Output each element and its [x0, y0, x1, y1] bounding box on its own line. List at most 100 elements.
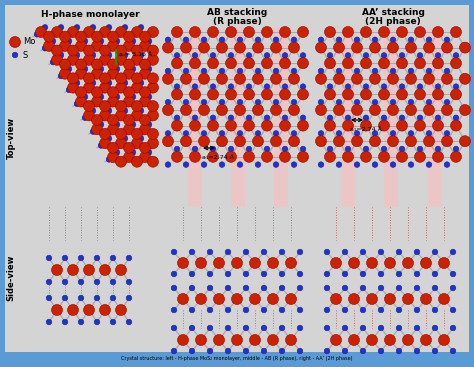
- Circle shape: [98, 46, 104, 51]
- Circle shape: [225, 325, 231, 331]
- Circle shape: [237, 68, 243, 74]
- Circle shape: [414, 151, 426, 162]
- Circle shape: [279, 249, 285, 255]
- Circle shape: [138, 143, 144, 148]
- Circle shape: [106, 87, 112, 93]
- Circle shape: [423, 73, 435, 84]
- Circle shape: [147, 54, 158, 65]
- Circle shape: [372, 162, 378, 167]
- Circle shape: [82, 94, 88, 100]
- Circle shape: [91, 31, 102, 42]
- Circle shape: [327, 52, 333, 58]
- Circle shape: [343, 58, 354, 69]
- Circle shape: [122, 129, 128, 134]
- Circle shape: [423, 136, 435, 147]
- Circle shape: [189, 348, 195, 354]
- Circle shape: [139, 68, 151, 79]
- Circle shape: [441, 42, 453, 53]
- Circle shape: [226, 89, 237, 100]
- Circle shape: [453, 52, 459, 58]
- Circle shape: [282, 115, 288, 121]
- Circle shape: [343, 120, 354, 131]
- Circle shape: [98, 39, 104, 44]
- Circle shape: [83, 73, 94, 84]
- Circle shape: [192, 84, 198, 90]
- Circle shape: [114, 39, 120, 44]
- Circle shape: [181, 136, 191, 147]
- Circle shape: [201, 99, 207, 105]
- Circle shape: [316, 105, 327, 116]
- Circle shape: [271, 73, 282, 84]
- Circle shape: [342, 285, 348, 291]
- Circle shape: [300, 52, 306, 58]
- Circle shape: [146, 94, 152, 100]
- Circle shape: [453, 84, 459, 90]
- Circle shape: [226, 120, 237, 131]
- Circle shape: [139, 87, 151, 98]
- Circle shape: [354, 68, 360, 74]
- Circle shape: [106, 115, 112, 120]
- Circle shape: [74, 46, 80, 51]
- Circle shape: [300, 146, 306, 152]
- Circle shape: [208, 26, 219, 37]
- Circle shape: [98, 87, 104, 93]
- Circle shape: [402, 334, 413, 345]
- Circle shape: [432, 307, 438, 313]
- Circle shape: [122, 25, 128, 30]
- Circle shape: [130, 73, 136, 79]
- Circle shape: [74, 80, 80, 86]
- Circle shape: [336, 99, 342, 105]
- Circle shape: [360, 348, 366, 354]
- Circle shape: [138, 46, 144, 51]
- Circle shape: [146, 66, 152, 72]
- Circle shape: [58, 73, 64, 79]
- Circle shape: [261, 285, 267, 291]
- Text: AA’ stacking: AA’ stacking: [362, 8, 424, 17]
- Circle shape: [325, 58, 336, 69]
- Circle shape: [34, 32, 40, 37]
- Circle shape: [44, 31, 55, 42]
- Circle shape: [90, 46, 96, 51]
- Circle shape: [450, 348, 456, 354]
- Circle shape: [423, 42, 435, 53]
- Circle shape: [450, 249, 456, 255]
- Circle shape: [327, 84, 333, 90]
- Circle shape: [360, 249, 366, 255]
- Circle shape: [124, 152, 135, 163]
- Circle shape: [131, 45, 143, 56]
- Circle shape: [98, 66, 104, 72]
- Circle shape: [426, 162, 432, 167]
- Circle shape: [147, 110, 158, 121]
- Circle shape: [244, 26, 255, 37]
- Circle shape: [75, 40, 86, 51]
- Circle shape: [450, 325, 456, 331]
- Circle shape: [363, 146, 369, 152]
- Circle shape: [67, 26, 79, 37]
- Circle shape: [146, 101, 152, 106]
- Circle shape: [75, 87, 86, 98]
- Circle shape: [297, 271, 303, 277]
- Circle shape: [342, 249, 348, 255]
- Circle shape: [131, 101, 143, 112]
- Circle shape: [414, 120, 426, 131]
- Circle shape: [432, 58, 444, 69]
- Circle shape: [124, 124, 135, 135]
- Circle shape: [82, 66, 88, 72]
- Circle shape: [46, 319, 52, 325]
- Circle shape: [396, 120, 408, 131]
- Circle shape: [414, 58, 426, 69]
- Circle shape: [441, 136, 453, 147]
- Circle shape: [98, 73, 104, 79]
- Circle shape: [279, 348, 285, 354]
- Circle shape: [98, 59, 104, 65]
- Circle shape: [98, 32, 104, 37]
- Circle shape: [396, 89, 408, 100]
- Circle shape: [106, 52, 112, 58]
- Circle shape: [399, 84, 405, 90]
- Circle shape: [390, 99, 396, 105]
- Circle shape: [402, 294, 413, 305]
- Circle shape: [138, 32, 144, 37]
- Circle shape: [60, 68, 71, 79]
- Circle shape: [90, 87, 96, 93]
- Circle shape: [237, 131, 243, 136]
